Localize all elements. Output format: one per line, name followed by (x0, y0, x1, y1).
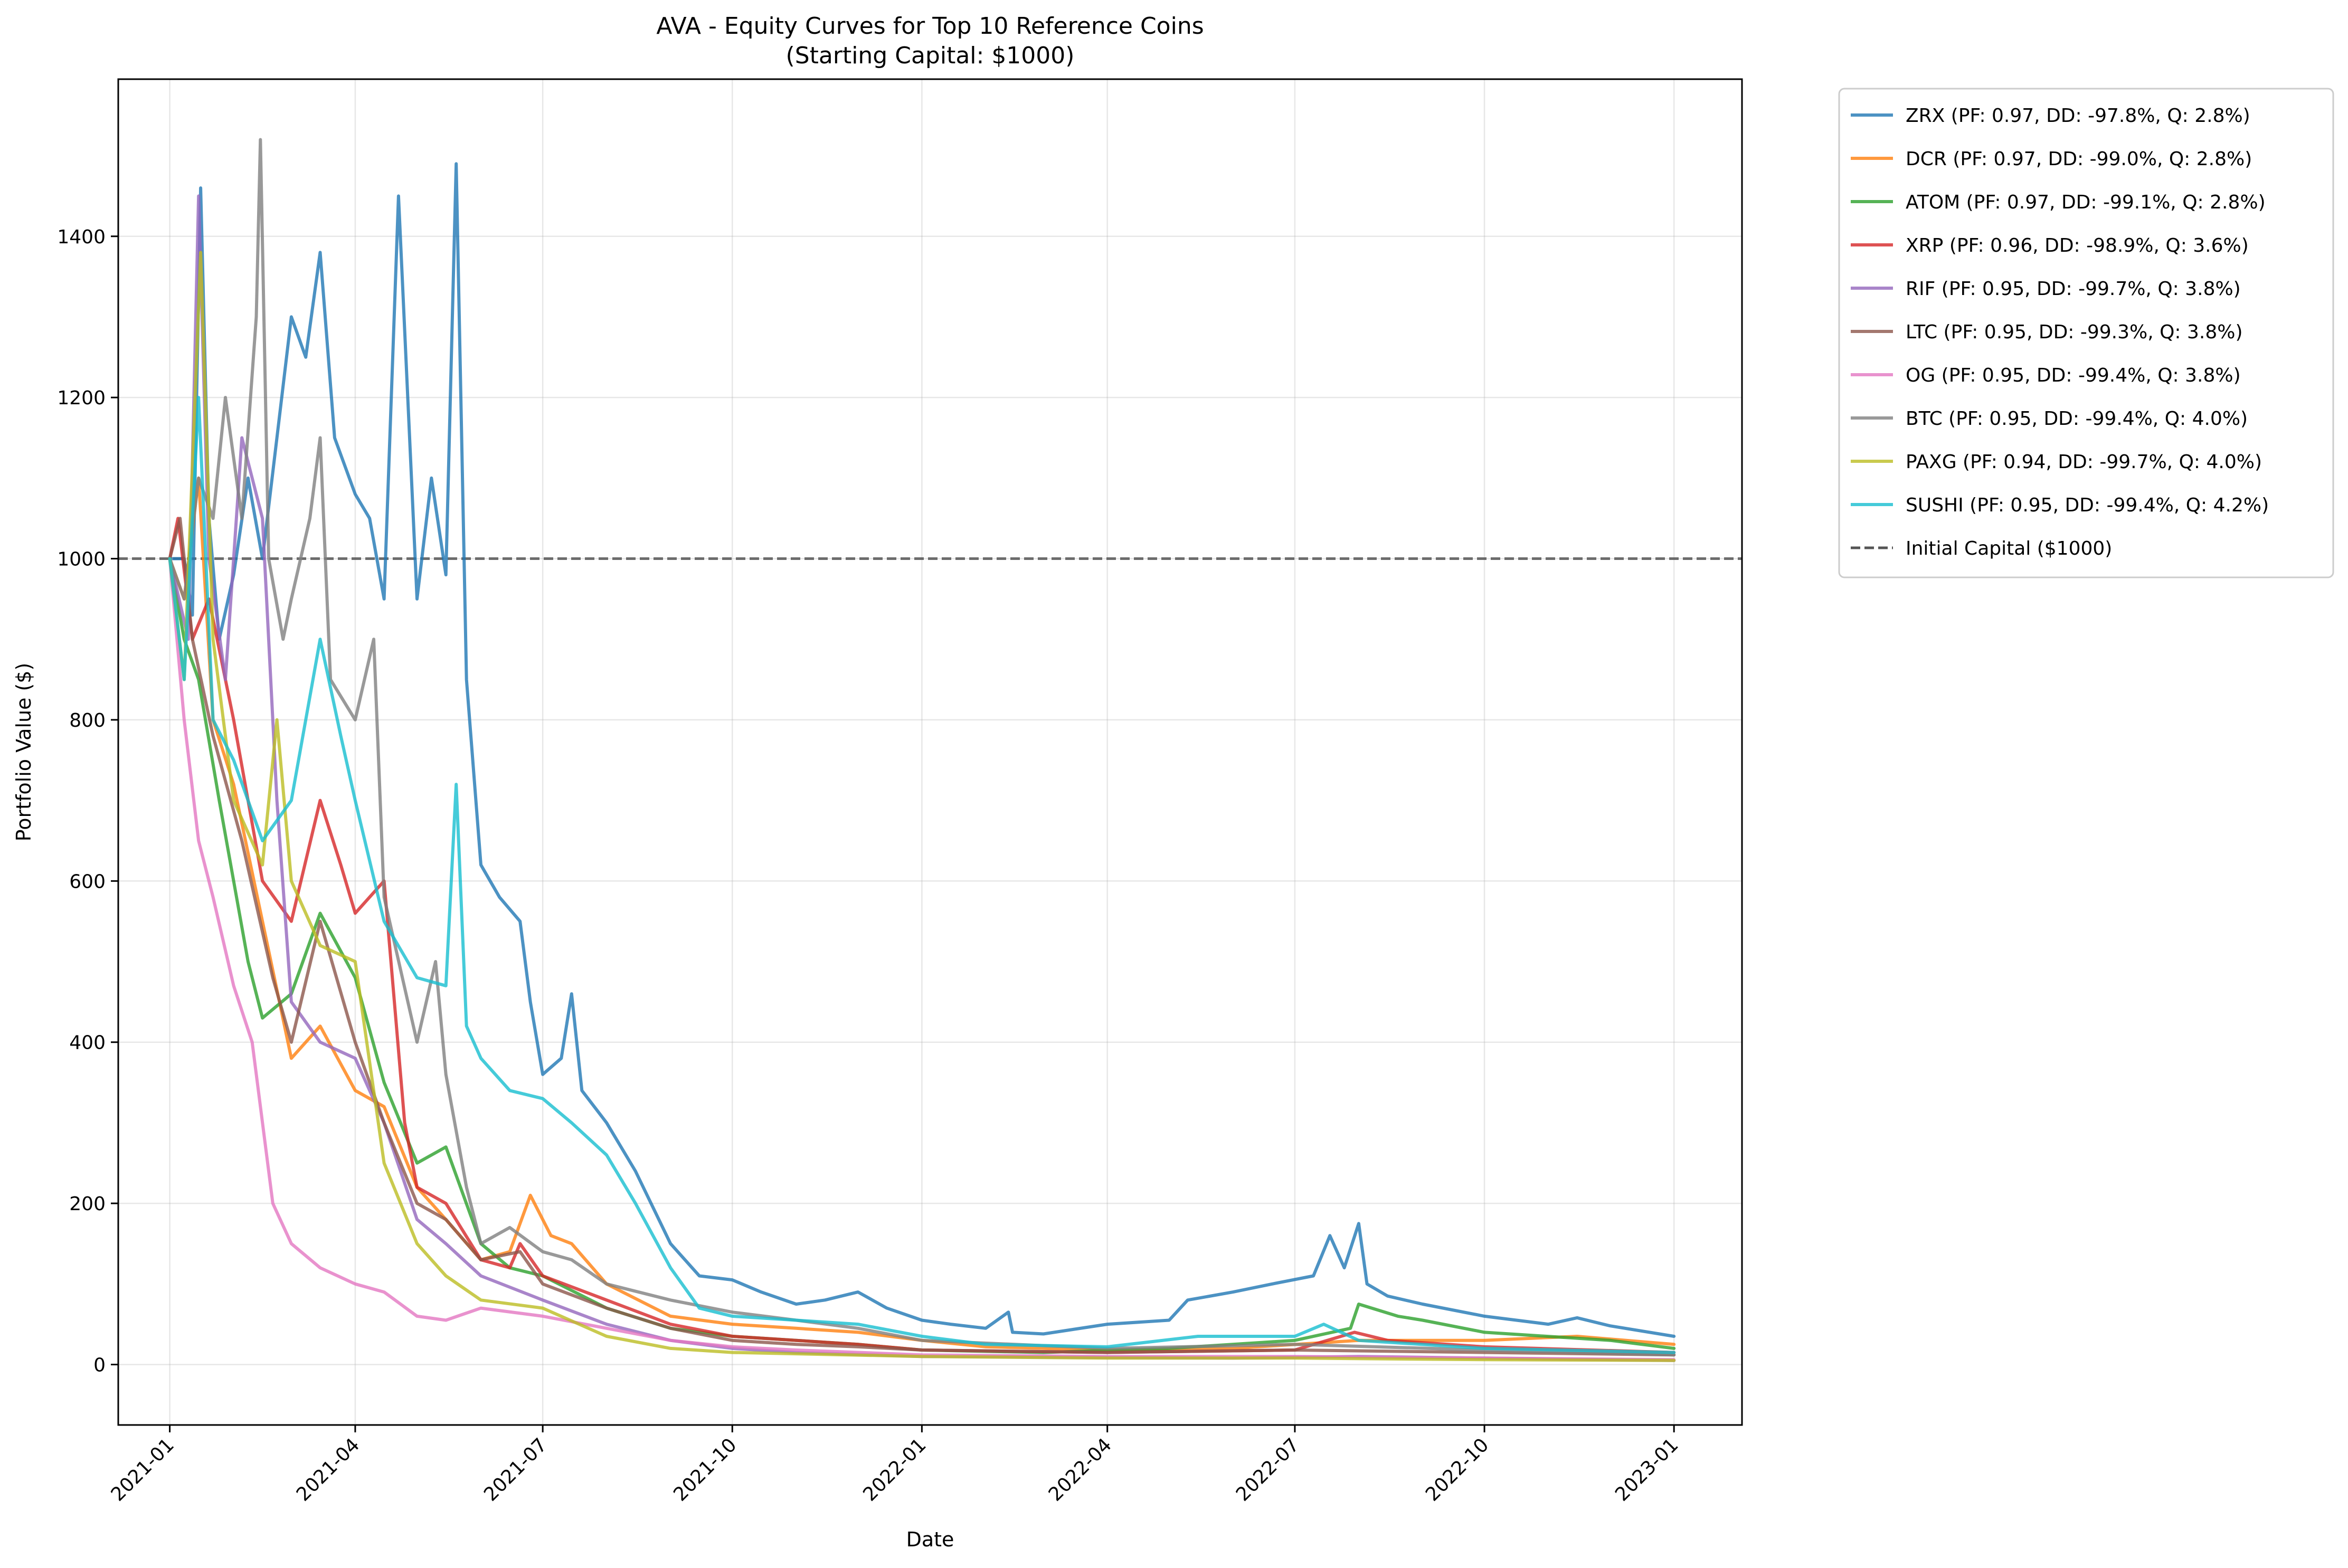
legend-label: BTC (PF: 0.95, DD: -99.4%, Q: 4.0%) (1906, 408, 2248, 430)
y-axis-label: Portfolio Value ($) (12, 663, 35, 842)
legend-label: OG (PF: 0.95, DD: -99.4%, Q: 3.8%) (1906, 365, 2241, 386)
y-tick-label: 600 (69, 871, 106, 892)
plot-frame (117, 78, 1743, 1426)
series-line-9 (168, 396, 1676, 1354)
legend-label: DCR (PF: 0.97, DD: -99.0%, Q: 2.8%) (1906, 148, 2252, 170)
y-tick-label: 0 (93, 1354, 106, 1376)
legend-label: PAXG (PF: 0.94, DD: -99.7%, Q: 4.0%) (1906, 451, 2262, 473)
y-tick-label: 400 (69, 1032, 106, 1054)
legend-label: LTC (PF: 0.95, DD: -99.3%, Q: 3.8%) (1906, 321, 2243, 343)
chart-subtitle: (Starting Capital: $1000) (786, 42, 1075, 69)
series-line-5 (168, 517, 1676, 1357)
x-axis-label: Date (906, 1528, 954, 1551)
y-tick-label: 1200 (57, 387, 106, 409)
legend-label: ZRX (PF: 0.97, DD: -97.8%, Q: 2.8%) (1906, 105, 2250, 127)
legend-label: RIF (PF: 0.95, DD: -99.7%, Q: 3.8%) (1906, 278, 2241, 300)
legend-box (1838, 88, 2334, 578)
chart-title: AVA - Equity Curves for Top 10 Reference… (656, 13, 1204, 40)
y-tick-label: 200 (69, 1193, 106, 1215)
y-axis-ticks: 0 200 400 600 800 1000 1200 1400 (57, 226, 118, 1376)
y-tick-label: 1000 (57, 549, 106, 571)
series-line-0 (168, 162, 1676, 1338)
legend: ZRX (PF: 0.97, DD: -97.8%, Q: 2.8%) DCR (… (1838, 88, 2334, 578)
legend-label: XRP (PF: 0.96, DD: -98.9%, Q: 3.6%) (1906, 235, 2249, 256)
legend-label: SUSHI (PF: 0.95, DD: -99.4%, Q: 4.2%) (1906, 495, 2269, 516)
y-tick-label: 1400 (57, 226, 106, 248)
y-tick-label: 800 (69, 710, 106, 731)
legend-label-reference: Initial Capital ($1000) (1906, 538, 2112, 559)
legend-label: ATOM (PF: 0.97, DD: -99.1%, Q: 2.8%) (1906, 192, 2266, 213)
series-layer (168, 138, 1676, 1362)
grid-lines (118, 79, 1742, 1425)
series-line-6 (168, 557, 1676, 1362)
